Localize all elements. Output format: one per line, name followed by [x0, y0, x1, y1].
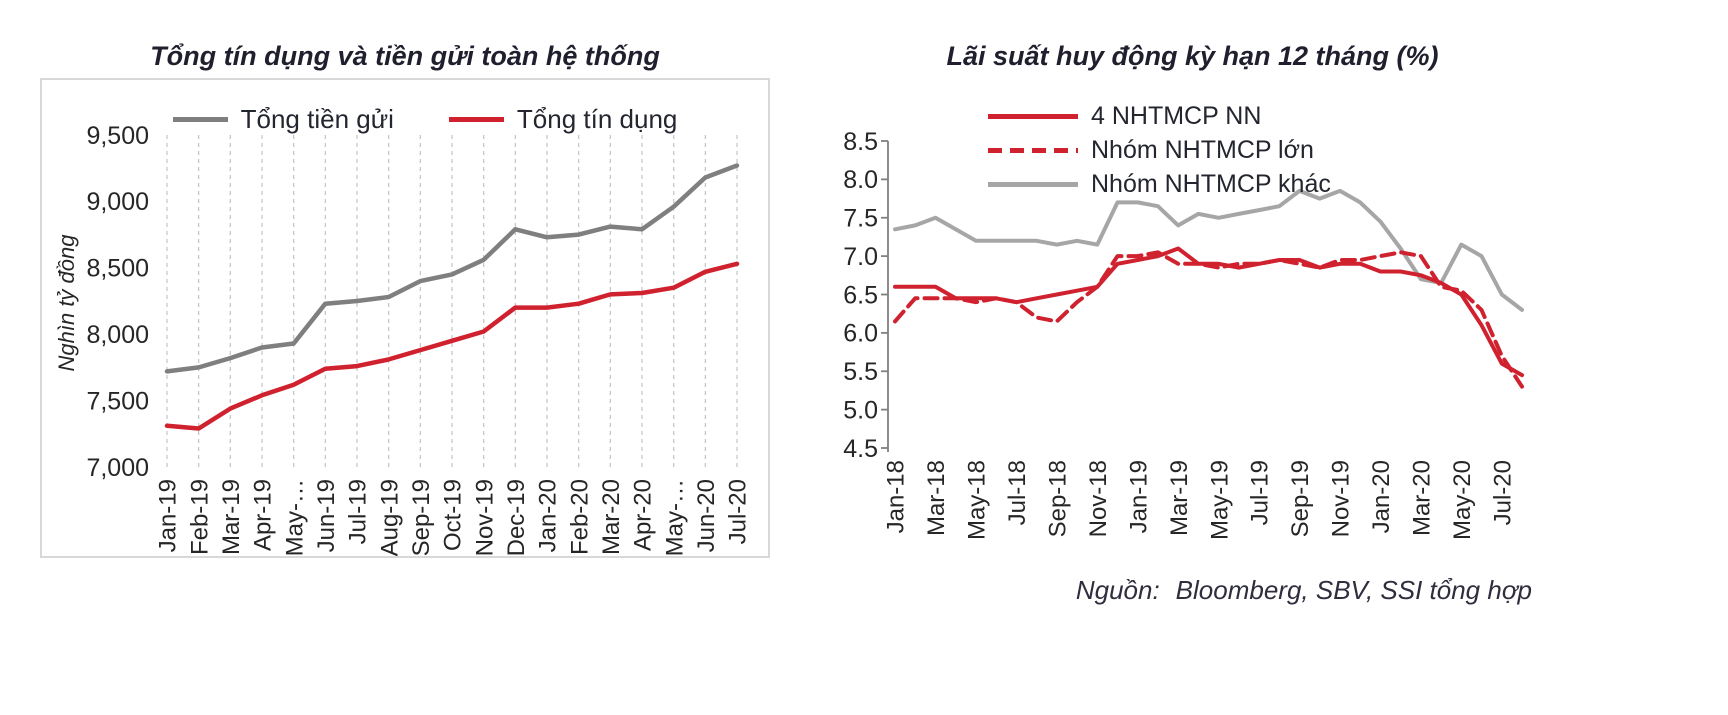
- x-tick-label: Sep-19: [408, 479, 435, 556]
- legend-item-large-banks: Nhóm NHTMCP lớn: [988, 136, 1331, 165]
- legend-item-deposits: Tổng tiền gửi: [172, 104, 394, 135]
- series-line-0: [893, 246, 1524, 378]
- legend-label-state-banks: 4 NHTMCP NN: [1091, 102, 1262, 130]
- y-tick-label: 9,000: [86, 188, 149, 216]
- x-tick-label: Apr-20: [630, 479, 657, 551]
- y-tick-label: 6.5: [843, 281, 878, 309]
- y-tick-label: 7.0: [843, 243, 878, 271]
- x-tick-label: May-18: [964, 460, 991, 540]
- x-tick-label: Mar-18: [923, 460, 950, 536]
- chart-frame-credit-deposit: Tổng tiền gửi Tổng tín dụng Nghìn tỷ đồn…: [40, 78, 770, 558]
- x-tick-label: Aug-19: [376, 479, 403, 556]
- y-tick-label: 9,500: [86, 122, 149, 150]
- x-tick-label: Nov-18: [1085, 460, 1112, 537]
- x-tick-label: Jul-18: [1004, 460, 1031, 525]
- chart-title-deposit-rates: Lãi suất huy động kỳ hạn 12 tháng (%): [946, 41, 1439, 71]
- source-text: Bloomberg, SBV, SSI tổng hợp: [1175, 575, 1532, 605]
- panel-deposit-rates: Lãi suất huy động kỳ hạn 12 tháng (%) 4 …: [840, 40, 1545, 640]
- x-tick-label: Feb-20: [566, 479, 593, 555]
- x-tick-label: Nov-19: [471, 479, 498, 556]
- y-tick-label: 8,000: [86, 321, 149, 349]
- x-tick-label: Oct-19: [440, 479, 467, 551]
- y-tick-label: 8.5: [843, 128, 878, 156]
- x-tick-label: Jun-19: [313, 479, 340, 552]
- x-tick-label: Apr-19: [250, 479, 277, 551]
- y-tick-label: 4.5: [843, 435, 878, 463]
- source-label: Nguồn:: [1075, 575, 1160, 605]
- x-tick-label: Mar-20: [598, 479, 625, 555]
- x-tick-label: Dec-19: [503, 479, 530, 556]
- x-tick-label: Mar-19: [1166, 460, 1193, 536]
- y-tick-label: 6.0: [843, 320, 878, 348]
- x-tick-label: May-…: [661, 479, 688, 556]
- panel-credit-deposit: Tổng tín dụng và tiền gửi toàn hệ thống …: [40, 40, 770, 640]
- x-tick-label: Jan-19: [1125, 460, 1152, 533]
- y-tick-label: 7.5: [843, 205, 878, 233]
- series-line-1: [164, 261, 740, 431]
- x-tick-label: May-19: [1206, 460, 1233, 540]
- legend-credit-deposit: Tổng tiền gửi Tổng tín dụng: [42, 104, 768, 135]
- legend-deposit-rates: 4 NHTMCP NN Nhóm NHTMCP lớn Nhóm NHTMCP …: [988, 102, 1331, 199]
- x-tick-label: Jul-19: [1247, 460, 1274, 525]
- x-tick-label: Mar-19: [218, 479, 245, 555]
- legend-item-other-banks: Nhóm NHTMCP khác: [988, 170, 1331, 199]
- series-line-2: [893, 188, 1524, 312]
- legend-item-credit: Tổng tín dụng: [448, 104, 678, 135]
- x-tick-label: Jan-19: [155, 479, 182, 552]
- x-tick-label: Jan-20: [535, 479, 562, 552]
- y-tick-label: 8,500: [86, 255, 149, 283]
- x-tick-label: Jul-19: [345, 479, 372, 544]
- deposits-line-swatch: [172, 117, 228, 122]
- legend-label-credit: Tổng tín dụng: [516, 104, 678, 134]
- x-tick-label: Sep-18: [1044, 460, 1071, 537]
- legend-label-other-banks: Nhóm NHTMCP khác: [1091, 170, 1331, 198]
- x-tick-label: Jun-20: [693, 479, 720, 552]
- other-banks-line-swatch: [988, 182, 1078, 187]
- source-note: Nguồn: Bloomberg, SBV, SSI tổng hợp: [1076, 575, 1532, 606]
- large-banks-dashed-line-swatch: [988, 148, 1078, 153]
- legend-label-deposits: Tổng tiền gửi: [240, 104, 394, 134]
- legend-label-large-banks: Nhóm NHTMCP lớn: [1091, 136, 1314, 164]
- chart-title-credit-deposit: Tổng tín dụng và tiền gửi toàn hệ thống: [150, 41, 660, 71]
- y-tick-label: 8.0: [843, 166, 878, 194]
- y-tick-label: 7,500: [86, 387, 149, 415]
- x-tick-label: May-…: [281, 479, 308, 556]
- state-banks-line-swatch: [988, 114, 1078, 119]
- deposit-rates-line-chart: 4.5 5.0 5.5 6.0 6.5 7.0 7.5 8.0 8.5 Jan-18 Mar-18 M…: [843, 128, 1524, 540]
- x-tick-label: Nov-19: [1328, 460, 1355, 537]
- x-tick-label: Mar-20: [1409, 460, 1436, 536]
- x-tick-label: Jul-20: [1489, 460, 1516, 525]
- x-tick-label: Jul-20: [725, 479, 752, 544]
- y-tick-label: 5.0: [843, 396, 878, 424]
- y-tick-label: 7,000: [86, 454, 149, 482]
- series-line-1: [893, 250, 1524, 389]
- y-tick-label: 5.5: [843, 358, 878, 386]
- x-tick-label: May-20: [1449, 460, 1476, 540]
- legend-item-state-banks: 4 NHTMCP NN: [988, 102, 1331, 131]
- x-tick-label: Jan-18: [883, 460, 910, 533]
- x-tick-label: Feb-19: [186, 479, 213, 555]
- series-line-0: [164, 163, 740, 374]
- credit-line-swatch: [448, 117, 504, 122]
- x-tick-label: Sep-19: [1287, 460, 1314, 537]
- x-tick-label: Jan-20: [1368, 460, 1395, 533]
